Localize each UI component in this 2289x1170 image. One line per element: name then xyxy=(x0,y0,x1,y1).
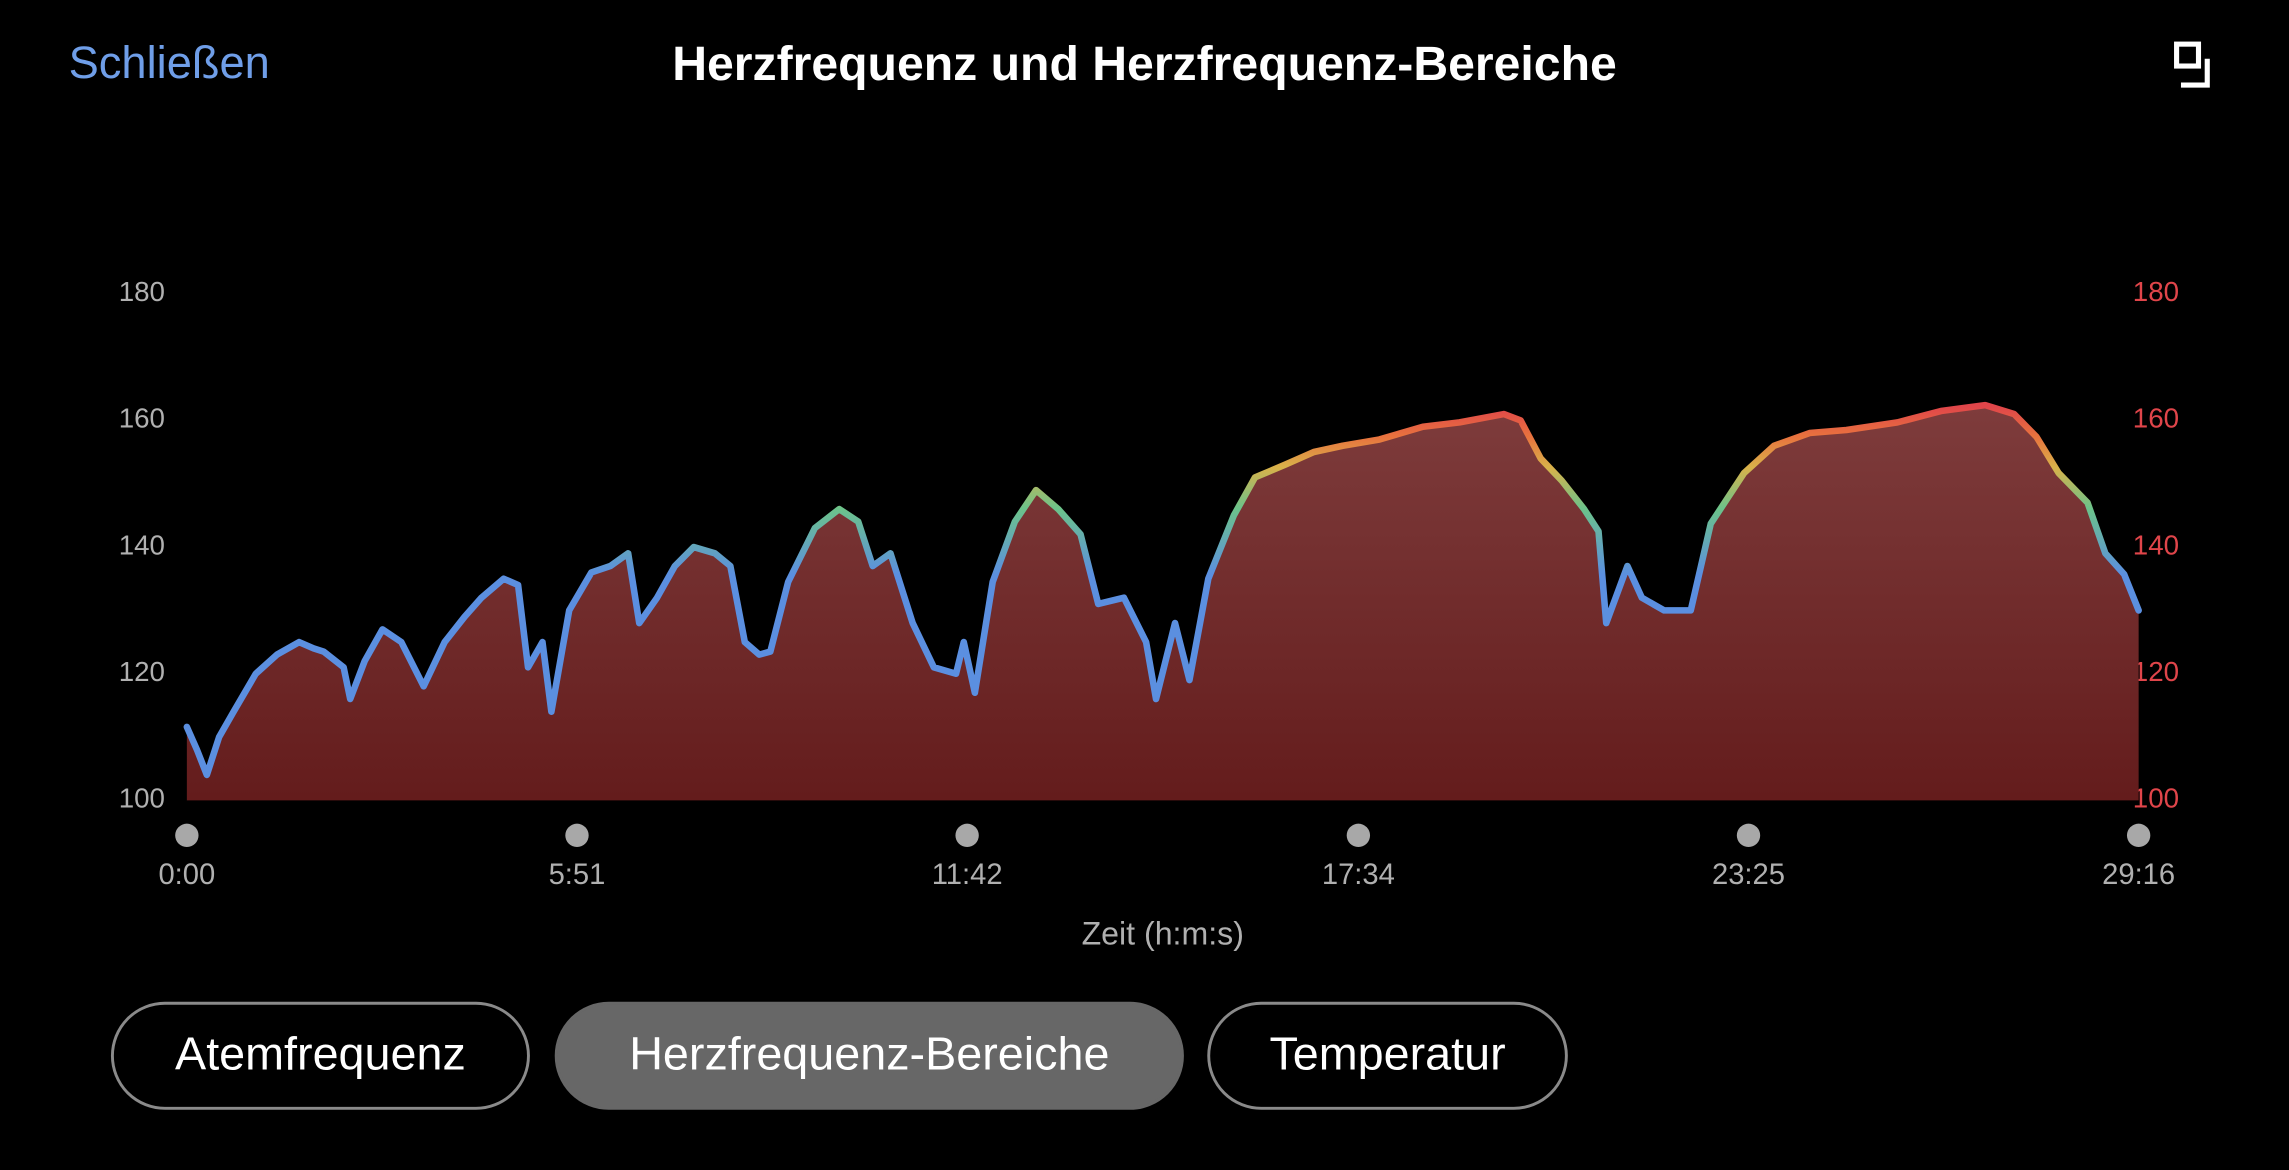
heart-rate-line xyxy=(183,401,2142,779)
x-axis-label: Zeit (h:m:s) xyxy=(1082,916,1244,952)
tab-label: Temperatur xyxy=(1269,1028,1505,1080)
x-tick-label: 29:16 xyxy=(2102,859,2175,891)
tab-label: Herzfrequenz-Bereiche xyxy=(629,1028,1109,1080)
tab-button[interactable]: Temperatur xyxy=(1207,1001,1568,1110)
y-tick-label: 120 xyxy=(119,656,165,687)
y2-tick-label: 120 xyxy=(2133,656,2179,687)
y-tick-label: 140 xyxy=(119,529,165,560)
y2-tick-label: 140 xyxy=(2133,529,2179,560)
tab-background xyxy=(110,1001,530,1110)
y2-tick-label: 180 xyxy=(2133,276,2179,307)
x-tick-label: 11:42 xyxy=(932,859,1003,891)
x-tick-dot xyxy=(1736,823,1761,848)
y2-tick-label: 160 xyxy=(2133,403,2179,434)
title: Herzfrequenz und Herzfrequenz-Bereiche xyxy=(672,37,1617,91)
x-tick-label: 5:51 xyxy=(549,859,606,891)
x-tick-label: 0:00 xyxy=(158,859,215,891)
area-fill xyxy=(186,405,2139,801)
y-tick-label: 160 xyxy=(119,403,165,434)
x-tick-dot xyxy=(1346,823,1371,848)
tab-background xyxy=(554,1001,1184,1110)
tab-label: Atemfrequenz xyxy=(175,1028,466,1080)
tab-background xyxy=(1207,1001,1568,1110)
close-button[interactable]: Schließen xyxy=(69,37,270,88)
x-tick-dot xyxy=(175,823,199,848)
fullscreen-icon[interactable] xyxy=(2174,41,2210,88)
x-tick-label: 17:34 xyxy=(1322,859,1395,891)
x-tick-dot xyxy=(565,823,589,848)
x-tick-dot xyxy=(955,823,979,848)
y2-tick-label: 100 xyxy=(2133,783,2179,814)
x-tick-dot xyxy=(2126,823,2151,848)
tab-button[interactable]: Herzfrequenz-Bereiche xyxy=(554,1001,1184,1110)
y-tick-label: 180 xyxy=(119,276,165,307)
y-tick-label: 100 xyxy=(119,783,165,814)
tab-button[interactable]: Atemfrequenz xyxy=(110,1001,530,1110)
x-tick-label: 23:25 xyxy=(1712,859,1785,891)
